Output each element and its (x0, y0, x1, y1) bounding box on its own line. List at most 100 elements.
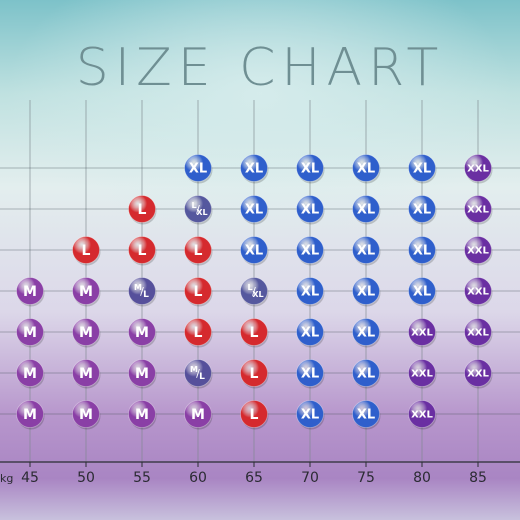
badge-circle (408, 277, 436, 305)
badge-label: L (250, 366, 259, 382)
x-tick-label: 75 (357, 470, 375, 486)
badge-label: XXL (411, 328, 433, 339)
badge-label: XXL (467, 369, 489, 380)
badge-label: L (82, 243, 91, 259)
badge-circle (408, 236, 436, 264)
x-tick-label: 80 (413, 470, 431, 486)
badge-circle (128, 277, 156, 305)
badge-circle (72, 236, 100, 264)
size-badge: M (72, 359, 101, 389)
badge-label-bottom: L (143, 290, 149, 300)
badge-label: XL (245, 162, 263, 177)
badge-label: XL (301, 162, 319, 177)
badge-label-bottom: XL (196, 208, 207, 217)
badge-label: M (79, 366, 93, 382)
size-badge: XXL (408, 318, 437, 348)
size-badge: M (72, 318, 101, 348)
size-badge: XL (184, 154, 213, 184)
badge-label: XL (189, 162, 207, 177)
badge-circle (408, 154, 436, 182)
size-badge: XXL (464, 277, 493, 307)
badge-circle (16, 277, 44, 305)
size-badge: XL (296, 154, 325, 184)
badge-circle (352, 359, 380, 387)
x-tick-label: 50 (77, 470, 95, 486)
badge-circle (464, 154, 492, 182)
badge-circle (240, 359, 268, 387)
badge-label: XL (357, 367, 375, 382)
size-badge: M (128, 359, 157, 389)
size-badge: XL (408, 154, 437, 184)
badge-circle (352, 154, 380, 182)
badge-circle (240, 236, 268, 264)
badge-label: M (23, 366, 37, 382)
badge-circle (72, 318, 100, 346)
badge-label: XL (357, 162, 375, 177)
size-badge: XL (296, 400, 325, 430)
badge-label: XL (245, 203, 263, 218)
badge-label: XXL (411, 410, 433, 421)
size-badge: M/L (128, 277, 157, 307)
size-badge: XL (296, 359, 325, 389)
size-badge: L (240, 318, 269, 348)
badge-label: XL (301, 285, 319, 300)
badge-label: M (191, 407, 205, 423)
badge-circle (408, 318, 436, 346)
badge-label: L (194, 284, 203, 300)
badge-label: L (138, 202, 147, 218)
badge-circle (16, 400, 44, 428)
badge-circle (408, 359, 436, 387)
badge-label: M (135, 325, 149, 341)
size-badge: XL (296, 318, 325, 348)
size-badge: XL (352, 154, 381, 184)
badge-label-slash: / (252, 285, 256, 298)
size-badge: M (72, 277, 101, 307)
badge-label-bottom: L (199, 372, 205, 382)
size-badge: XXL (464, 318, 493, 348)
badge-label: L (250, 407, 259, 423)
size-badge: XL (408, 195, 437, 225)
badge-label-top: L (191, 201, 196, 210)
badge-label-slash: / (140, 285, 144, 298)
badge-label: XL (301, 367, 319, 382)
badge-circle (184, 195, 212, 223)
size-badge: XL (408, 277, 437, 307)
badge-circle (184, 318, 212, 346)
badge-circle (464, 277, 492, 305)
size-badge: XL (352, 277, 381, 307)
badge-circle (240, 318, 268, 346)
size-badge: L (184, 236, 213, 266)
badge-label: XL (301, 203, 319, 218)
badge-label: XL (357, 203, 375, 218)
size-badge: XXL (408, 400, 437, 430)
badge-label: L (138, 243, 147, 259)
x-tick-label: 70 (301, 470, 319, 486)
badge-circle (464, 318, 492, 346)
size-badge: XXL (464, 359, 493, 389)
badge-circle (16, 359, 44, 387)
badge-circle (184, 400, 212, 428)
badge-circle (72, 359, 100, 387)
badge-label: L (250, 325, 259, 341)
badge-label: L (194, 243, 203, 259)
badge-circle (240, 195, 268, 223)
badge-label: XL (301, 408, 319, 423)
size-badge: M (184, 400, 213, 430)
badge-circle (352, 195, 380, 223)
badge-circle (352, 318, 380, 346)
badge-label: XL (413, 203, 431, 218)
size-badge: XL (352, 236, 381, 266)
badge-circle (352, 277, 380, 305)
size-badge: L (72, 236, 101, 266)
badge-label: XL (413, 162, 431, 177)
size-badge: XL (352, 359, 381, 389)
size-badge: XL (296, 195, 325, 225)
size-badge: M (16, 400, 45, 430)
badge-circle (296, 195, 324, 223)
badge-circle (128, 236, 156, 264)
badge-label-top: M (190, 365, 198, 374)
badge-circle (240, 154, 268, 182)
size-badge: XL (352, 318, 381, 348)
badge-circle (128, 195, 156, 223)
